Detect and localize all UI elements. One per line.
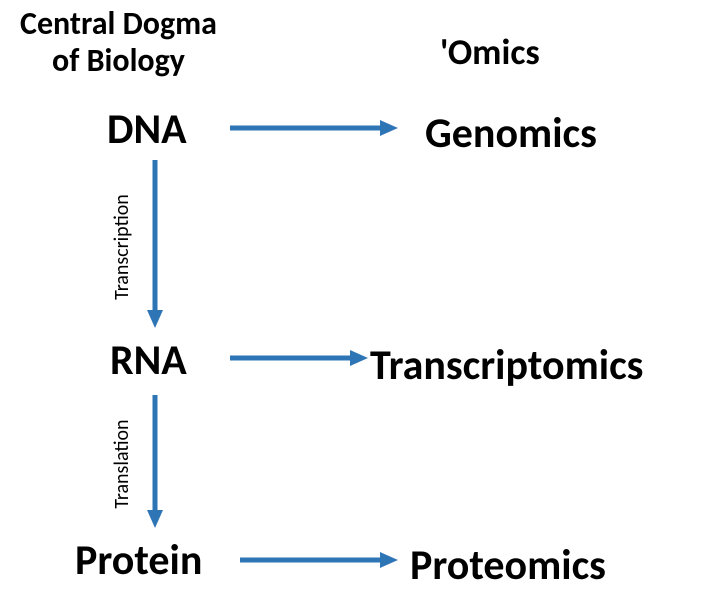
edge-label-translation: Translation xyxy=(110,404,134,524)
node-proteomics: Proteomics xyxy=(410,540,606,591)
header-left: Central Dogma of Biology xyxy=(20,6,217,80)
header-right: 'Omics xyxy=(440,30,540,74)
arrow-dna-to-genomics xyxy=(230,118,405,138)
header-left-line1: Central Dogma xyxy=(20,6,217,43)
node-transcriptomics: Transcriptomics xyxy=(370,340,643,391)
node-genomics: Genomics xyxy=(425,108,597,159)
arrow-rna-to-transcriptomics xyxy=(230,348,375,368)
header-left-line2: of Biology xyxy=(20,43,217,80)
node-rna: RNA xyxy=(110,335,187,386)
edge-label-transcription: Transcription xyxy=(110,187,134,307)
arrow-dna-to-rna xyxy=(145,160,165,335)
node-dna: DNA xyxy=(107,104,187,155)
node-protein: Protein xyxy=(75,535,202,586)
arrow-protein-to-proteomics xyxy=(240,550,405,570)
arrow-rna-to-protein xyxy=(145,395,165,535)
